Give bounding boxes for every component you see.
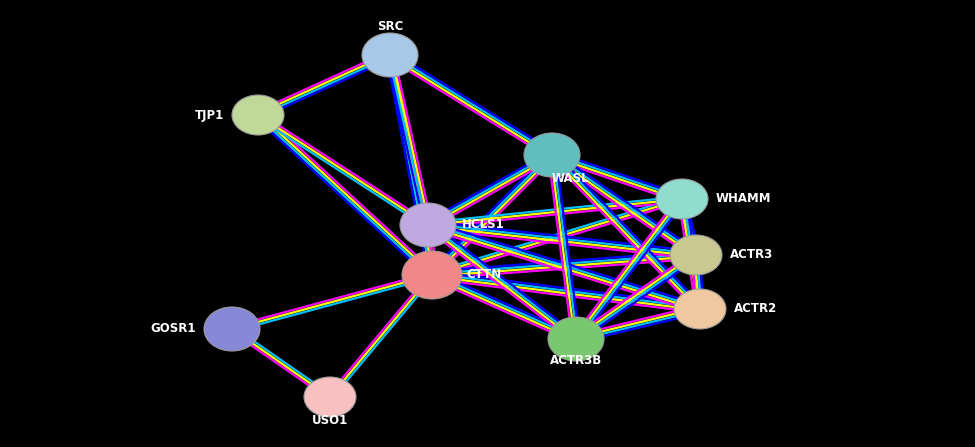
Text: SRC: SRC <box>376 21 404 34</box>
Ellipse shape <box>674 289 726 329</box>
Ellipse shape <box>362 33 418 77</box>
Text: WASL: WASL <box>552 173 590 186</box>
Ellipse shape <box>204 307 260 351</box>
Ellipse shape <box>524 133 580 177</box>
Text: ACTR3: ACTR3 <box>730 249 773 261</box>
Text: ACTR2: ACTR2 <box>734 303 777 316</box>
Ellipse shape <box>400 203 456 247</box>
Text: WHAMM: WHAMM <box>716 193 771 206</box>
Text: HCLS1: HCLS1 <box>462 219 505 232</box>
Text: CTTN: CTTN <box>466 269 501 282</box>
Text: TJP1: TJP1 <box>195 109 224 122</box>
Ellipse shape <box>548 317 604 361</box>
Ellipse shape <box>304 377 356 417</box>
Text: ACTR3B: ACTR3B <box>550 354 603 367</box>
Text: USO1: USO1 <box>312 414 348 427</box>
Ellipse shape <box>656 179 708 219</box>
Ellipse shape <box>402 251 462 299</box>
Ellipse shape <box>670 235 722 275</box>
Ellipse shape <box>232 95 284 135</box>
Text: GOSR1: GOSR1 <box>150 322 196 336</box>
